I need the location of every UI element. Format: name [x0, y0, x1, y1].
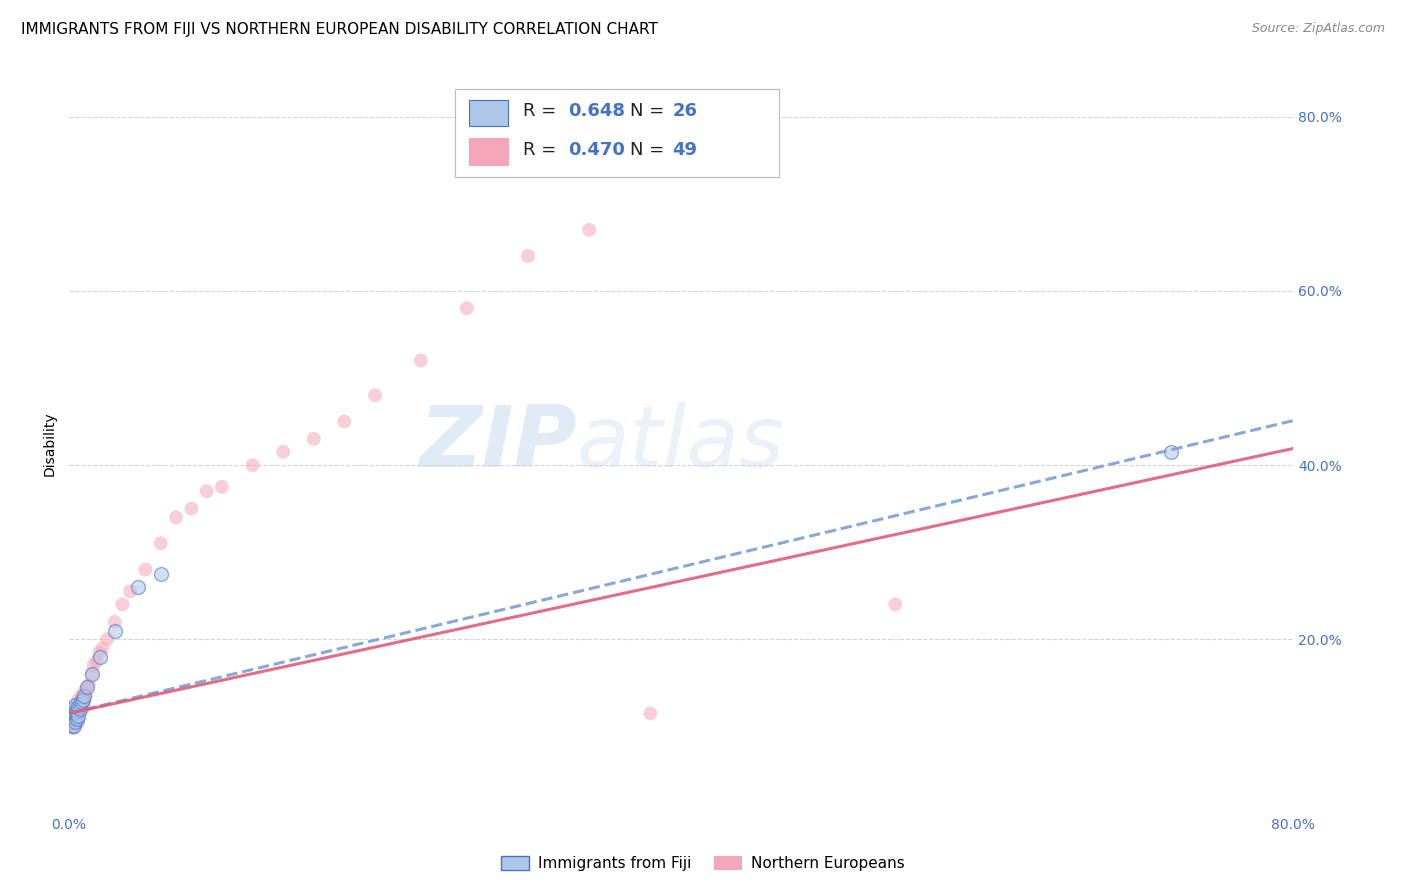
Point: [640, 706, 662, 721]
Point: [60, 704, 83, 718]
Point: [63, 713, 86, 727]
Point: [60, 702, 83, 716]
Point: [82, 658, 104, 673]
Point: [65, 698, 87, 712]
Point: [59, 714, 82, 729]
Point: [62, 721, 84, 735]
Point: [195, 484, 218, 499]
Point: [242, 458, 264, 472]
Point: [271, 445, 294, 459]
Point: [134, 563, 156, 577]
Text: N =: N =: [630, 103, 669, 120]
Point: [302, 432, 325, 446]
Point: [409, 353, 432, 368]
Point: [60, 714, 83, 729]
Point: [1160, 445, 1182, 459]
Point: [86, 654, 108, 668]
Point: [76, 680, 98, 694]
Point: [69, 702, 91, 716]
Point: [96, 632, 118, 647]
Point: [65, 713, 87, 727]
Point: [111, 598, 134, 612]
Point: [63, 714, 86, 729]
Legend: Immigrants from Fiji, Northern Europeans: Immigrants from Fiji, Northern Europeans: [495, 850, 911, 877]
Point: [80, 667, 103, 681]
Text: R =: R =: [523, 103, 562, 120]
Point: [578, 223, 600, 237]
Point: [180, 501, 202, 516]
Point: [69, 706, 91, 721]
Text: 0.648: 0.648: [568, 103, 626, 120]
Point: [63, 700, 86, 714]
Point: [62, 719, 84, 733]
Point: [165, 510, 187, 524]
Point: [63, 698, 86, 712]
FancyBboxPatch shape: [470, 100, 509, 127]
Text: 0.470: 0.470: [568, 141, 626, 159]
Point: [67, 700, 90, 714]
Point: [89, 645, 111, 659]
Point: [62, 706, 84, 721]
Point: [884, 598, 907, 612]
Point: [127, 580, 149, 594]
Point: [70, 695, 93, 709]
Point: [75, 689, 97, 703]
Point: [149, 536, 172, 550]
Point: [211, 480, 233, 494]
Point: [104, 615, 127, 629]
Point: [62, 704, 84, 718]
Point: [59, 706, 82, 721]
Text: ZIP: ZIP: [419, 401, 576, 484]
Point: [69, 698, 91, 712]
Point: [72, 695, 94, 709]
Point: [77, 677, 100, 691]
Point: [73, 689, 96, 703]
Point: [65, 704, 87, 718]
Text: IMMIGRANTS FROM FIJI VS NORTHERN EUROPEAN DISABILITY CORRELATION CHART: IMMIGRANTS FROM FIJI VS NORTHERN EUROPEA…: [21, 22, 658, 37]
Point: [333, 415, 356, 429]
Point: [60, 719, 83, 733]
Point: [67, 714, 90, 729]
Text: 49: 49: [672, 141, 697, 159]
FancyBboxPatch shape: [470, 138, 509, 165]
Point: [72, 693, 94, 707]
Point: [59, 711, 82, 725]
Point: [62, 711, 84, 725]
Point: [80, 667, 103, 681]
Point: [65, 709, 87, 723]
Point: [67, 709, 90, 723]
Point: [91, 640, 114, 655]
Text: R =: R =: [523, 141, 562, 159]
Text: Source: ZipAtlas.com: Source: ZipAtlas.com: [1251, 22, 1385, 36]
Point: [73, 693, 96, 707]
Text: atlas: atlas: [576, 401, 785, 484]
Point: [456, 301, 478, 316]
FancyBboxPatch shape: [454, 89, 779, 177]
Text: 26: 26: [672, 103, 697, 120]
Point: [120, 584, 142, 599]
Point: [364, 388, 387, 402]
Point: [60, 711, 83, 725]
Y-axis label: Disability: Disability: [44, 411, 58, 475]
Point: [76, 680, 98, 694]
Point: [70, 704, 93, 718]
Point: [59, 719, 82, 733]
Point: [70, 689, 93, 703]
Point: [67, 693, 90, 707]
Text: N =: N =: [630, 141, 669, 159]
Point: [73, 700, 96, 714]
Point: [73, 684, 96, 698]
Point: [89, 649, 111, 664]
Point: [104, 624, 127, 638]
Point: [149, 566, 172, 581]
Point: [63, 706, 86, 721]
Point: [517, 249, 540, 263]
